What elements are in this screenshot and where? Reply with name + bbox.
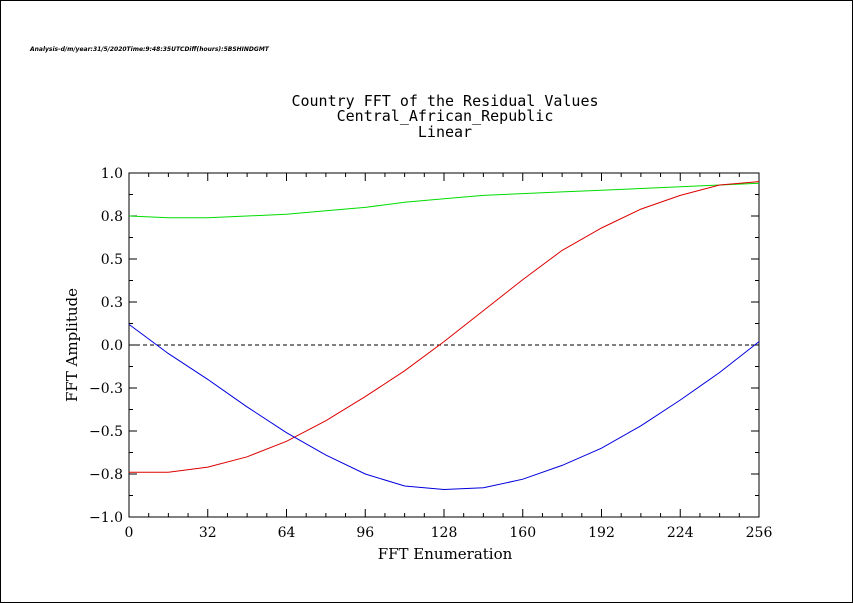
chart-title-line-3: Linear xyxy=(418,123,472,141)
y-tick-label: 1.0 xyxy=(101,166,123,182)
y-tick-label: 0.5 xyxy=(101,252,123,268)
x-tick-label: 32 xyxy=(199,525,217,541)
chart-title-line-1: Country FFT of the Residual Values xyxy=(291,92,598,110)
x-tick-label: 64 xyxy=(278,525,296,541)
series-line xyxy=(128,182,760,219)
y-axis-label: FFT Amplitude xyxy=(63,288,81,402)
y-tick-label: 0.0 xyxy=(101,338,123,354)
x-tick-label: 160 xyxy=(509,525,536,541)
chart-title-line-2: Central_African_Republic xyxy=(337,107,554,125)
x-tick-label: 128 xyxy=(431,525,458,541)
x-tick-label: 256 xyxy=(746,525,773,541)
y-tick-label: −0.8 xyxy=(89,467,123,483)
y-tick-label: −1.0 xyxy=(89,510,123,526)
x-tick-label: 192 xyxy=(588,525,615,541)
x-axis-label: FFT Enumeration xyxy=(378,545,513,563)
y-tick-label: −0.3 xyxy=(89,381,123,397)
x-tick-label: 224 xyxy=(667,525,694,541)
series-line xyxy=(129,181,760,473)
series-line xyxy=(128,323,760,491)
y-tick-label: 0.8 xyxy=(101,209,123,225)
y-tick-label: −0.5 xyxy=(89,424,123,440)
header-text: Analysis-d/m/year:31/5/2020Time:9:48:35U… xyxy=(30,46,269,53)
x-tick-label: 96 xyxy=(356,525,374,541)
x-tick-label: 0 xyxy=(125,525,134,541)
y-tick-label: 0.3 xyxy=(101,295,123,311)
